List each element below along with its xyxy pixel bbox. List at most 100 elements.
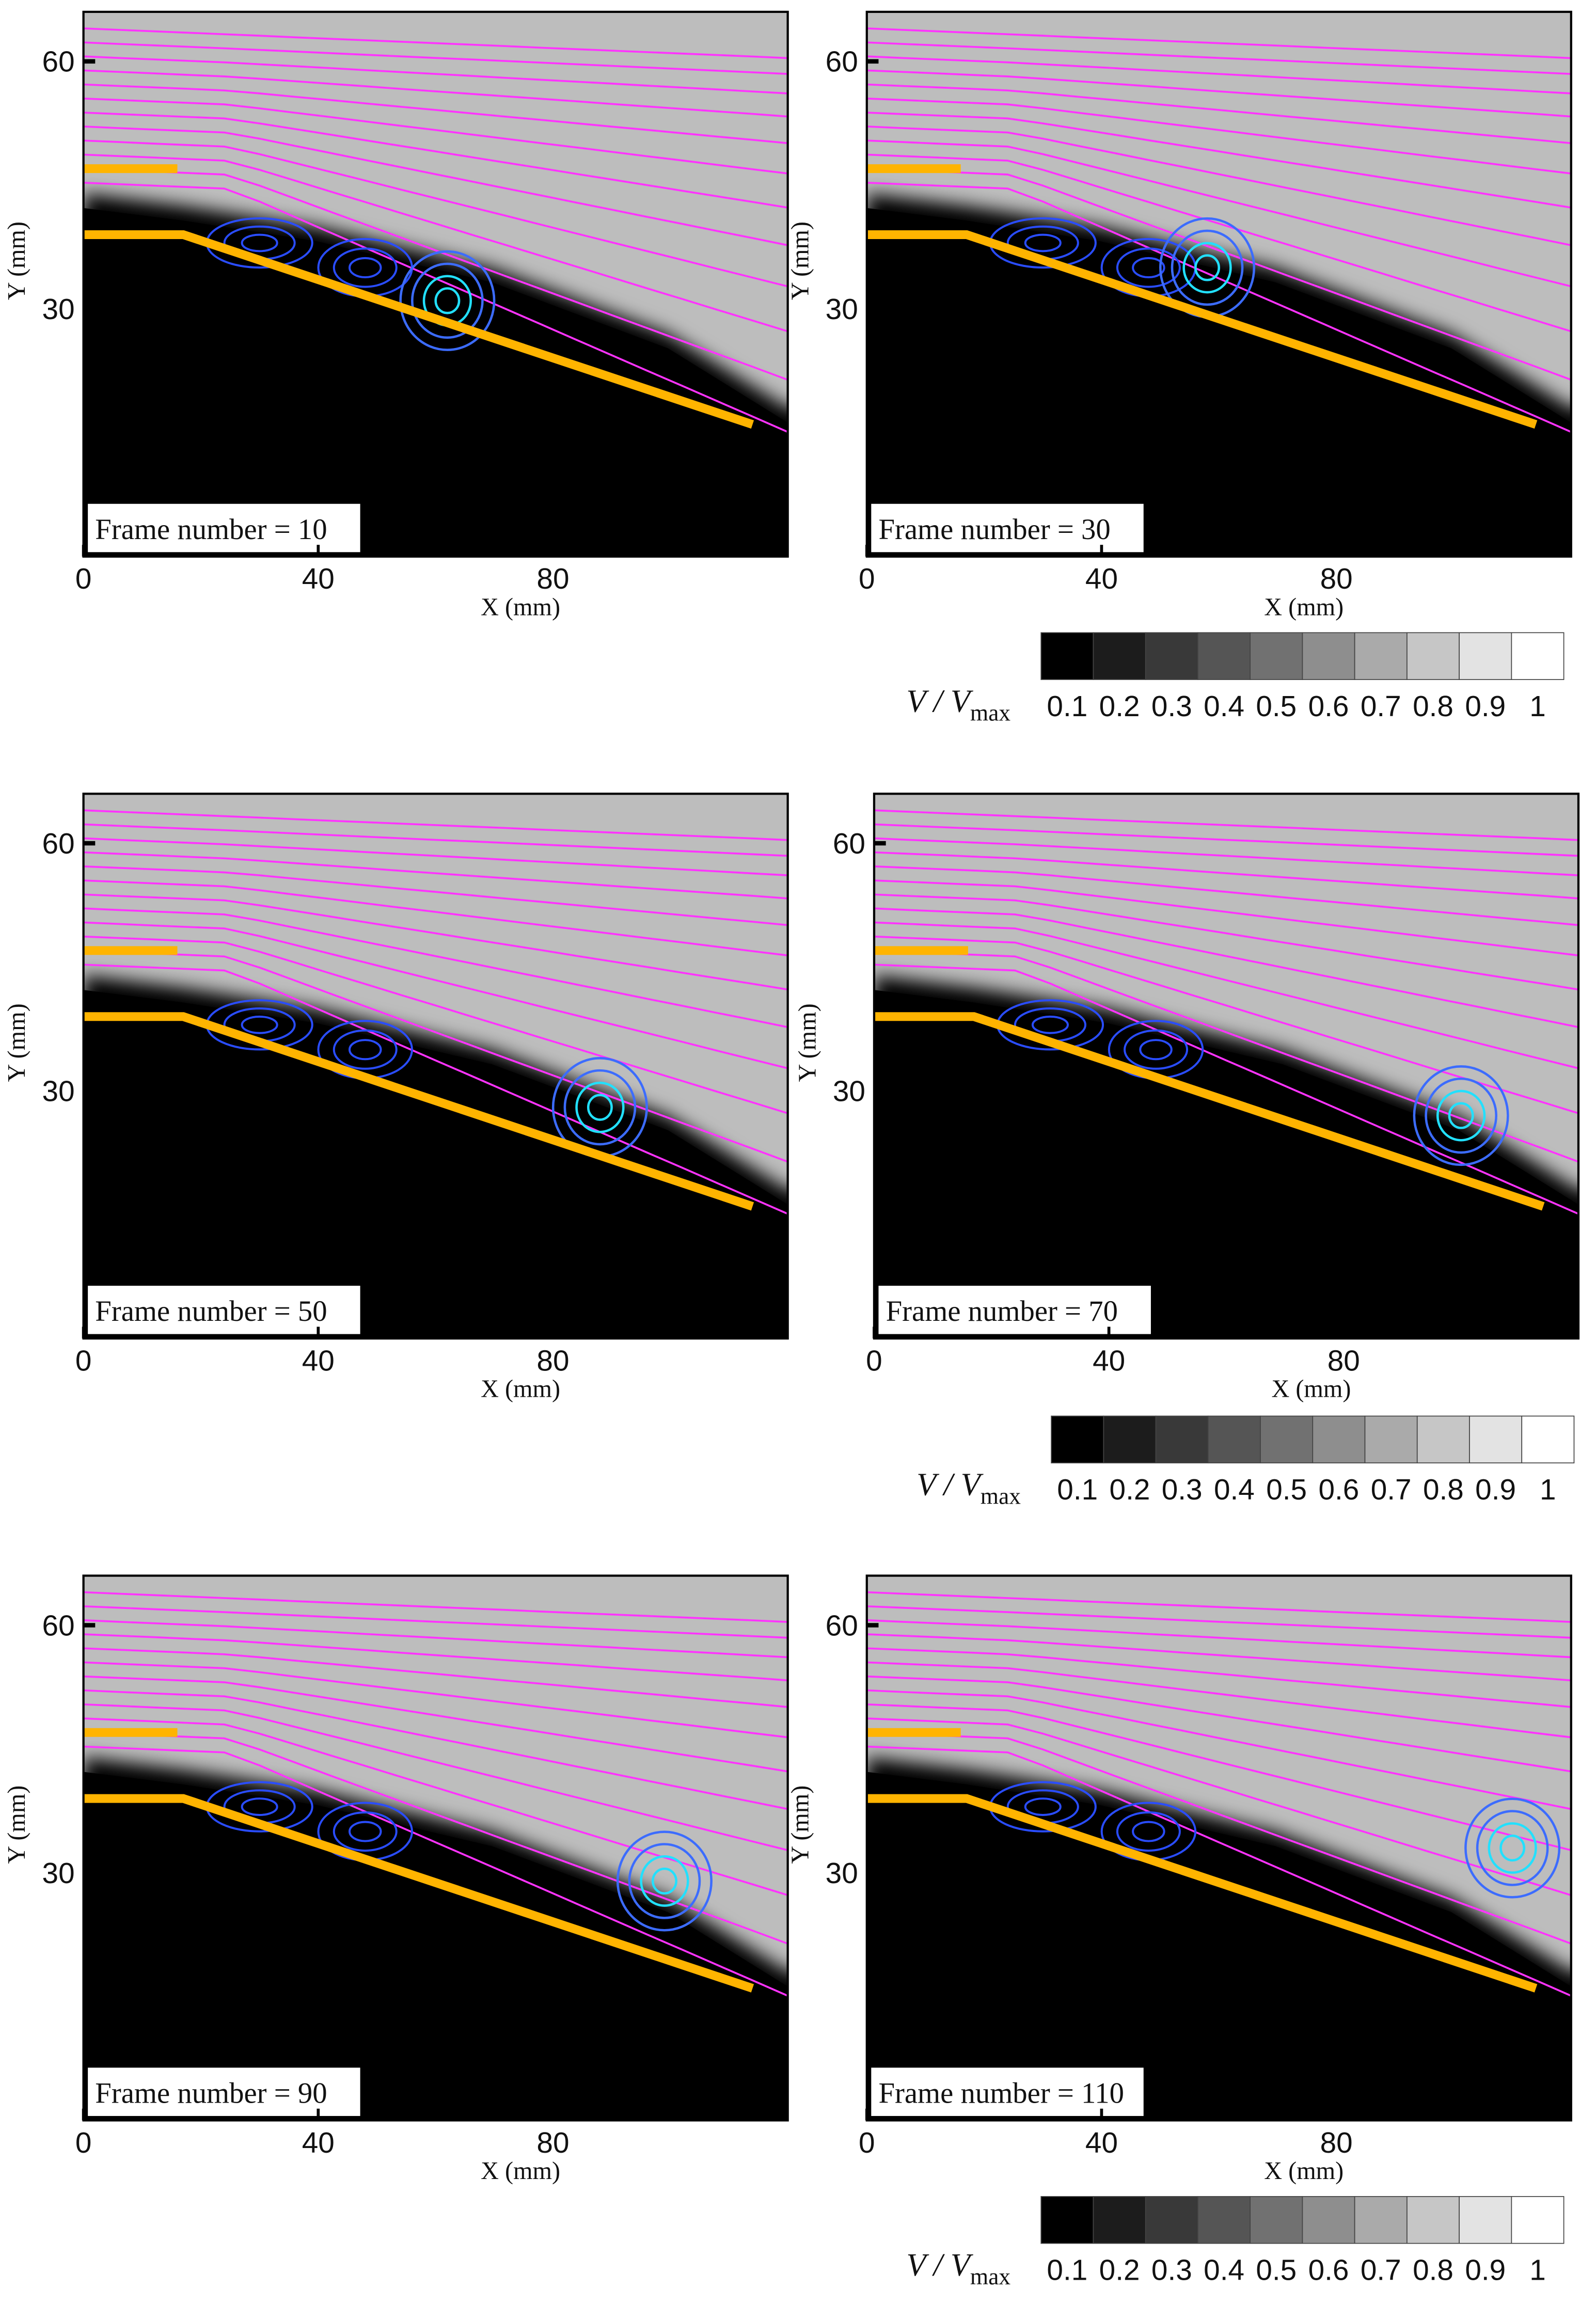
colorbar-tick-label: 0.5	[1256, 690, 1297, 723]
colorbar-tick-label: 0.3	[1151, 2254, 1192, 2287]
streamline	[874, 837, 1578, 877]
streamline	[866, 27, 1571, 59]
x-axis-label: X (mm)	[1264, 593, 1344, 621]
streamline	[83, 907, 788, 1029]
streamline	[83, 1661, 788, 1739]
vortex	[1499, 1834, 1526, 1862]
streamline	[866, 1605, 1571, 1639]
low-velocity-core	[83, 990, 788, 1339]
streamline	[83, 1647, 788, 1708]
annotation-box	[88, 1286, 360, 1334]
colorbar-level	[1302, 2196, 1355, 2244]
x-tick-label: 0	[75, 2127, 92, 2159]
annotation-box	[871, 2067, 1144, 2116]
colorbar-tick-label: 0.9	[1465, 2254, 1506, 2287]
swirl	[349, 257, 382, 278]
vortex	[628, 1843, 701, 1919]
streamline	[83, 125, 788, 246]
streamline	[866, 55, 1571, 94]
colorbar-level	[1354, 2196, 1408, 2244]
streamline	[866, 1675, 1571, 1773]
streamline	[866, 182, 1571, 433]
ramp	[83, 230, 754, 429]
swirl	[1116, 247, 1181, 288]
colorbar-level	[1145, 632, 1198, 680]
y-tick-label: 30	[42, 293, 75, 326]
streamline	[83, 1633, 788, 1682]
colorbar-tick-label: 1	[1540, 1474, 1556, 1506]
colorbar-level	[1250, 632, 1303, 680]
colorbar-tick-label: 1	[1529, 2254, 1546, 2287]
swirl	[1132, 1821, 1165, 1842]
y-tick-label: 60	[826, 1609, 858, 1642]
x-tick-label: 40	[1093, 1345, 1125, 1378]
streamline	[866, 97, 1571, 175]
streamline	[874, 879, 1578, 957]
vortex	[1425, 1077, 1497, 1154]
x-tick-label: 40	[1085, 563, 1118, 595]
x-tick-label: 40	[1085, 2127, 1118, 2159]
y-tick-label: 30	[833, 1075, 865, 1108]
streamline	[83, 851, 788, 899]
colorbar-label-subscript: max	[970, 700, 1010, 725]
plot-frame	[82, 1574, 789, 2122]
y-tick-label: 60	[826, 46, 858, 78]
x-axis-label: X (mm)	[1264, 2157, 1344, 2185]
x-tick-label: 0	[75, 1345, 92, 1378]
streamline	[866, 1591, 1571, 1623]
x-tick-label: 80	[536, 1345, 569, 1378]
streamline	[866, 1619, 1571, 1659]
vortex	[1436, 1090, 1486, 1142]
y-tick-label: 30	[826, 1857, 858, 1890]
panel: Frame number = 700 40 80 30 60 X (mm) Y (mm)	[794, 793, 1580, 1403]
vortex	[1476, 1810, 1549, 1886]
colorbar: 0.1 0.2 0.3 0.4 0.5 0.6 0.7 0.8 0.9 1 V / Vmax	[906, 632, 1565, 725]
streamline	[83, 1605, 788, 1639]
streamline	[83, 1619, 788, 1659]
streamline	[83, 41, 788, 75]
y-tick-label: 60	[42, 828, 75, 860]
colorbar-tick-label: 0.7	[1371, 1474, 1412, 1506]
ramp	[83, 1012, 754, 1211]
x-tick-label: 80	[1320, 563, 1353, 595]
colorbar-label-subscript: max	[981, 1483, 1021, 1509]
frame-annotation: Frame number = 10	[95, 513, 327, 546]
x-tick-label: 80	[536, 2127, 569, 2159]
swirl	[1132, 257, 1165, 278]
colorbar-level	[1093, 2196, 1146, 2244]
streamline	[83, 1717, 788, 1897]
streamline	[83, 823, 788, 857]
streamline	[866, 167, 1571, 381]
colorbar: 0.1 0.2 0.3 0.4 0.5 0.6 0.7 0.8 0.9 1 V / Vmax	[906, 2196, 1565, 2290]
streamline	[866, 1689, 1571, 1810]
colorbar-tick-label: 0.1	[1047, 2254, 1087, 2287]
y-tick-label: 30	[42, 1075, 75, 1108]
colorbar-level	[1093, 632, 1146, 680]
streamline	[83, 167, 788, 381]
colorbar-tick-label: 0.4	[1204, 690, 1244, 723]
panel: Frame number = 900 40 80 30 60 X (mm) Y (mm)	[3, 1574, 789, 2185]
colorbar-tick-label: 1	[1529, 690, 1546, 723]
x-tick-label: 80	[1328, 1345, 1360, 1378]
streamline	[866, 153, 1571, 333]
streamline	[83, 27, 788, 59]
ramp	[866, 1794, 1538, 1993]
streamline	[83, 1745, 788, 1997]
colorbar-tick-label: 0.8	[1423, 1474, 1464, 1506]
colorbar-tick-label: 0.2	[1110, 1474, 1150, 1506]
colorbar-level	[1312, 1415, 1366, 1464]
vortex	[1448, 1102, 1474, 1129]
streamline	[83, 950, 788, 1163]
streamline	[866, 1717, 1571, 1897]
x-axis-label: X (mm)	[481, 593, 560, 621]
x-tick-label: 40	[302, 2127, 335, 2159]
annotation-box	[88, 2067, 360, 2116]
streamline	[83, 1591, 788, 1623]
streamline	[866, 1647, 1571, 1708]
colorbar-tick-label: 0.7	[1361, 690, 1401, 723]
low-velocity-core	[874, 990, 1578, 1339]
annotation-box	[878, 1286, 1151, 1334]
colorbar-level	[1197, 632, 1251, 680]
streamline	[866, 112, 1571, 209]
